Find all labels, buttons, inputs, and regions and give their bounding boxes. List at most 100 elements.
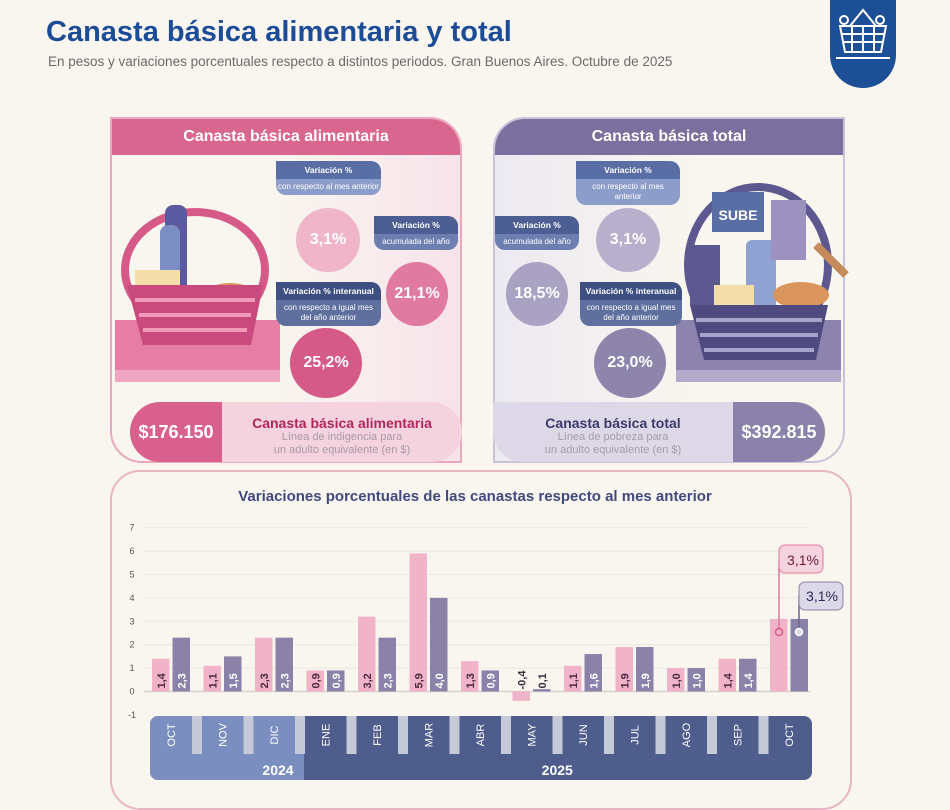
cbt-name: Canasta básica total [545, 415, 681, 431]
bar-cbt [687, 668, 705, 692]
cba-tag-mensual: Variación % con respecto al mes anterior [276, 161, 381, 195]
bar-value-label: -0,4 [517, 670, 529, 690]
tag-subtext: con respecto a igual mes del año anterio… [580, 300, 682, 326]
cbt-info: Canasta básica total Línea de pobreza pa… [493, 402, 733, 462]
cba-interanual-value: 25,2% [290, 328, 362, 398]
category-band [150, 716, 812, 780]
bar-value-label: 0,1 [537, 673, 549, 688]
cbt-tag-acumulada: Variación % acumulada del año [495, 216, 579, 250]
bar-cbt [584, 654, 602, 692]
bar-cbt [327, 670, 345, 692]
callout-box-cba [778, 544, 824, 574]
y-tick-label: 1 [129, 663, 134, 673]
cba-price: $176.150 [130, 402, 222, 462]
bar-cba [564, 665, 582, 692]
bar-value-label: 1,9 [620, 673, 632, 688]
bar-cbt [636, 647, 654, 692]
month-label: NOV [218, 722, 230, 747]
month-label: SEP [733, 724, 745, 746]
cba-desc2: un adulto equivalente (en $) [273, 444, 411, 456]
bar-cba [203, 665, 221, 692]
bar-value-label: 1,0 [692, 673, 704, 688]
month-separator [243, 716, 254, 754]
bar-value-label: 1,9 [640, 673, 652, 688]
month-separator [346, 716, 357, 754]
sube-card-text: SUBE [719, 207, 758, 223]
month-label: AGO [681, 722, 693, 747]
month-label: MAY [527, 723, 539, 747]
bar-cbt [224, 656, 242, 692]
year-label: 2024 [262, 762, 293, 778]
bar-value-label: 1,4 [723, 672, 735, 688]
month-separator [655, 716, 666, 754]
cba-mensual-value: 3,1% [296, 208, 360, 272]
bar-value-label: 5,9 [414, 673, 426, 688]
month-label: FEB [372, 724, 384, 745]
cbt-desc1: Línea de pobreza para [557, 431, 669, 443]
cba-basket-illustration [115, 205, 280, 382]
bar-cba [512, 691, 530, 701]
bar-cba [667, 668, 685, 692]
cba-acumulada-value: 21,1% [386, 262, 448, 326]
month-label: ENE [321, 724, 333, 747]
bar-value-label: 1,6 [589, 673, 601, 688]
bar-value-label: 1,5 [228, 673, 240, 688]
bar-cbt [378, 637, 396, 692]
chart-title: Variaciones porcentuales de las canastas… [238, 488, 712, 505]
cba-desc1: Línea de indigencia para [281, 431, 403, 443]
month-label: OCT [784, 723, 796, 747]
y-tick-label: 4 [129, 593, 134, 603]
callout-value-cba: 3,1% [787, 552, 819, 568]
page-title: Canasta básica alimentaria y total [46, 16, 512, 48]
tag-subtext: acumulada del año [374, 234, 458, 250]
bar-value-label: 1,4 [743, 672, 755, 688]
bar-value-label: 1,1 [568, 673, 580, 688]
callout-dot [794, 627, 804, 637]
cbt-basket-illustration: SUBE [676, 183, 849, 382]
tag-heading: Variación % interanual [580, 282, 682, 300]
month-separator [758, 716, 769, 754]
bar-value-label: 1,3 [465, 673, 477, 688]
tag-subtext: con respecto a igual mes del año anterio… [276, 300, 381, 326]
bar-cbt [430, 597, 448, 692]
callout-dot [774, 627, 784, 637]
cbt-title: Canasta básica total [495, 119, 843, 155]
month-label: DIC [269, 725, 281, 744]
bar-cbt [481, 670, 499, 692]
cba-title: Canasta básica alimentaria [112, 119, 460, 155]
bar-value-label: 2,3 [177, 673, 189, 688]
month-separator [604, 716, 614, 754]
bar-cba [358, 616, 376, 692]
cbt-tag-mensual: Variación % con respecto al mes anterior [576, 161, 680, 205]
bar-value-label: 0,9 [311, 673, 323, 688]
bar-cba [615, 647, 633, 692]
logo [830, 0, 896, 88]
bar-value-label: 2,3 [259, 673, 271, 688]
month-separator [501, 716, 511, 754]
y-tick-label: 2 [129, 640, 134, 650]
bar-cbt [275, 637, 293, 692]
tag-heading: Variación % [374, 216, 458, 234]
bar-cbt [172, 637, 190, 692]
tag-heading: Variación % [495, 216, 579, 234]
bar-cba [461, 661, 479, 692]
month-label: MAR [424, 723, 436, 748]
bar-chart: 7 6 5 4 3 2 1 0 -1 OCT NOV DIC ENE FEB MAR ABR MAY JUN JUL… [128, 523, 844, 780]
month-label: OCT [166, 723, 178, 747]
shopping-basket-icon [836, 8, 890, 59]
cba-name: Canasta básica alimentaria [252, 415, 432, 431]
callout-value-cbt: 3,1% [806, 588, 838, 604]
month-separator [398, 716, 408, 754]
cba-tag-interanual: Variación % interanual con respecto a igu… [276, 282, 381, 326]
tag-subtext: con respecto al mes anterior [276, 179, 381, 195]
bar-value-label: 1,4 [156, 672, 168, 688]
year-band-2024 [150, 716, 302, 780]
bar-cbt [790, 618, 808, 692]
bar-value-label: 0,9 [331, 673, 343, 688]
y-tick-label: 7 [129, 523, 134, 533]
year-label: 2025 [542, 762, 573, 778]
bar-value-label: 4,0 [434, 673, 446, 688]
bar-cba [718, 658, 736, 692]
month-label: ABR [475, 724, 487, 747]
month-separator [295, 716, 305, 754]
